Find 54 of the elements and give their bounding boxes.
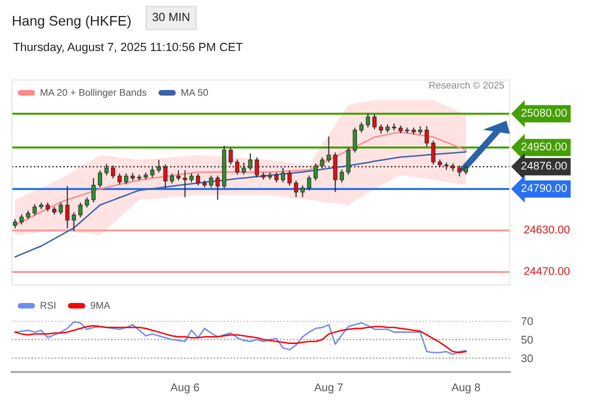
candlestick (294, 180, 298, 198)
ref-line-label: 24790.00 (521, 184, 567, 192)
y-tick-label: 50 (521, 336, 533, 344)
legend-label: MA 50 (182, 89, 208, 96)
candlestick (58, 202, 63, 215)
candlestick (300, 185, 305, 198)
candlestick (209, 175, 214, 188)
candlestick (431, 140, 436, 165)
x-tick-label: Aug 7 (314, 384, 343, 394)
candlestick (424, 126, 429, 147)
candlestick (359, 122, 364, 133)
text: 30 MIN (152, 12, 190, 22)
annotation: Research © 2025 (429, 81, 504, 89)
candlestick (39, 202, 44, 210)
legend-label: MA 20 + Bollinger Bands (40, 88, 146, 98)
candlestick (352, 127, 357, 153)
ref-line-label: 24470.00 (524, 267, 570, 276)
candlestick (98, 170, 102, 188)
chart-title: Hang Seng (HKFE) (12, 16, 131, 28)
candlestick (118, 173, 122, 185)
candlestick (216, 175, 220, 200)
candlestick (196, 173, 200, 186)
candlestick (280, 168, 286, 183)
candlestick (72, 212, 76, 232)
candlestick (78, 202, 82, 218)
candlestick (84, 197, 90, 208)
ref-line-label: 24876.00 (521, 162, 567, 170)
candlestick (412, 127, 416, 135)
candlestick (20, 214, 24, 225)
candlestick (124, 173, 128, 185)
candlestick (274, 172, 279, 183)
legend-label: RSI (40, 302, 56, 309)
y-tick-label: 70 (521, 317, 533, 326)
candlestick (65, 186, 70, 228)
candlestick (366, 113, 370, 128)
ref-line-label: 24950.00 (521, 142, 567, 150)
candlestick (418, 126, 422, 135)
legend-label: 9MA (90, 302, 110, 309)
ref-line-label: 25080.00 (521, 108, 567, 117)
text: Thursday, August 7, 2025 11:10:56 PM CET (13, 42, 243, 54)
candlestick (287, 170, 292, 186)
candlestick (137, 174, 142, 181)
candlestick (176, 170, 181, 181)
ref-line-label: 24630.00 (524, 226, 570, 234)
x-tick-label: Aug 8 (451, 383, 480, 394)
x-tick-label: Aug 6 (170, 383, 200, 394)
candlestick (372, 114, 377, 130)
candlestick (326, 136, 331, 163)
candlestick (340, 169, 344, 183)
candlestick (170, 173, 174, 184)
candlestick (32, 204, 37, 216)
candlestick (307, 175, 312, 191)
y-tick-label: 30 (521, 354, 533, 362)
candlestick (91, 178, 96, 203)
